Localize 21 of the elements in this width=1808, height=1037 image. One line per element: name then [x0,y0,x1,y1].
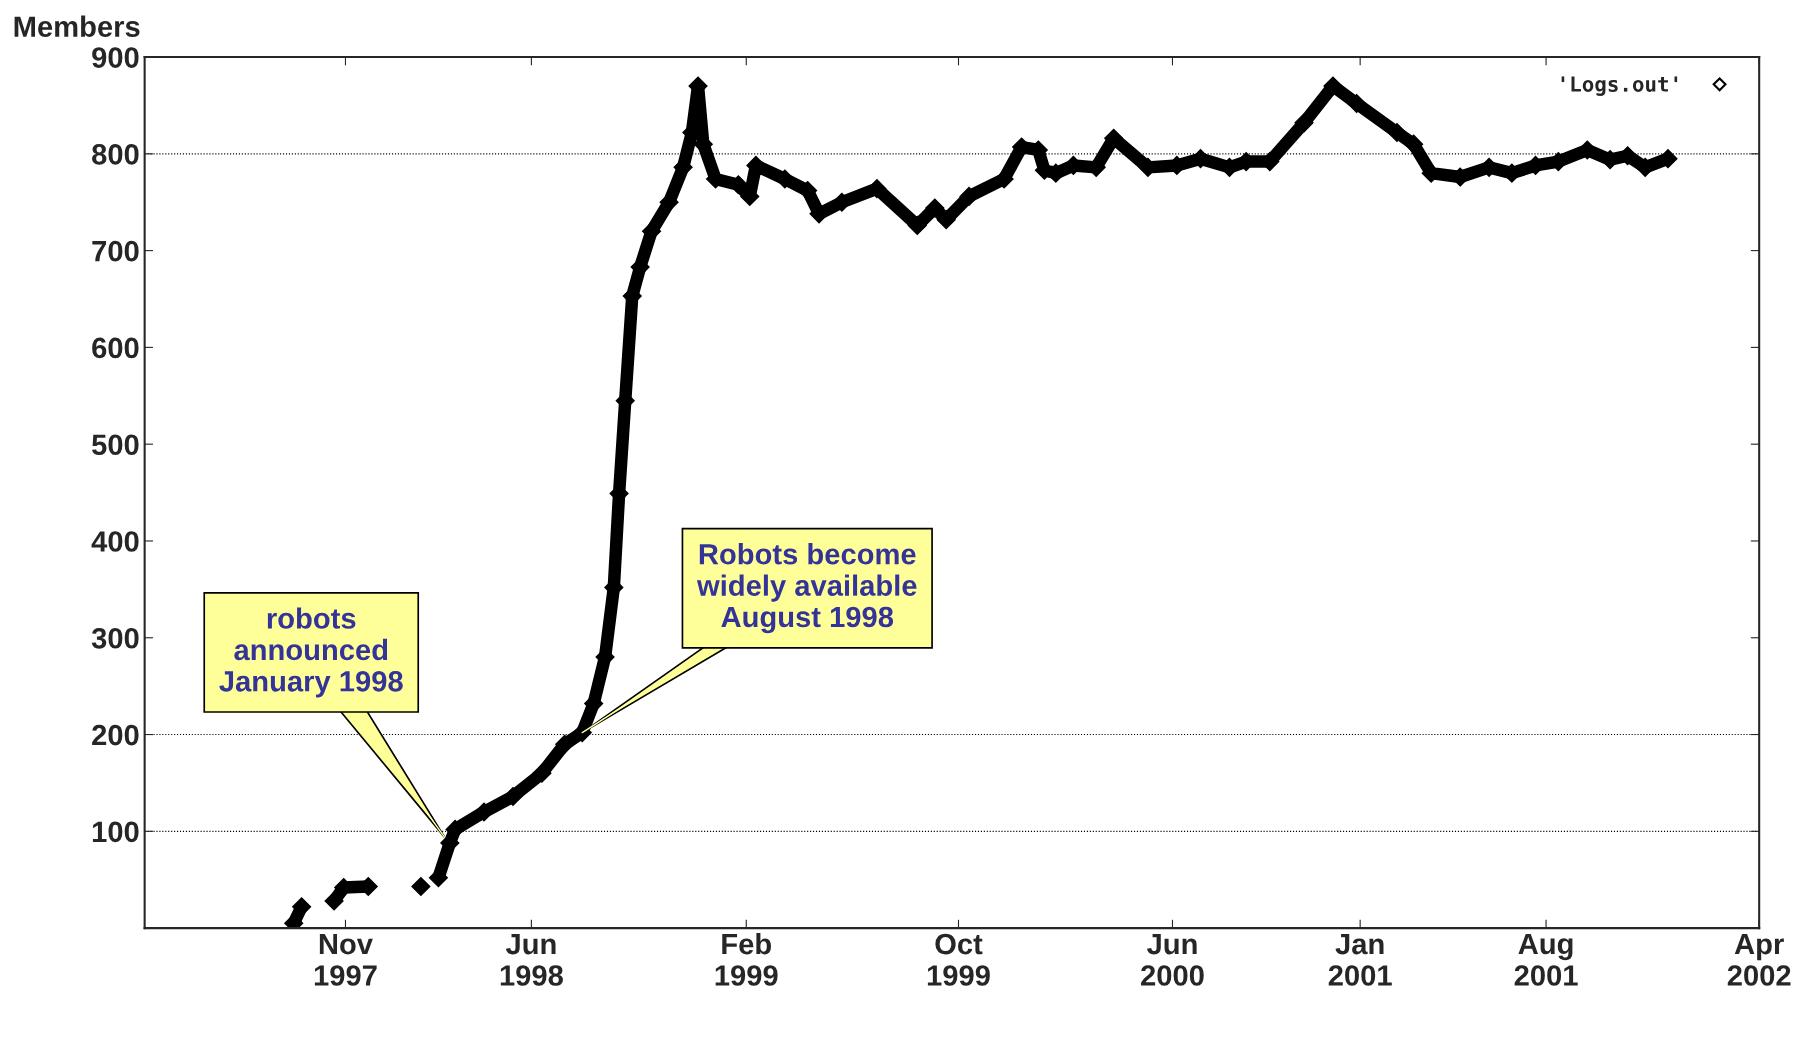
x-tick-label: Jun 2000 [1141,934,1204,986]
y-tick-label: 800 [92,144,139,165]
annotation: Robots become widely available August 1998 [696,543,917,634]
y-tick-label: 700 [92,240,139,262]
y-axis-title: Members [14,15,140,37]
x-tick-label: Jun 1998 [500,934,563,986]
legend-label: 'Logs.out' [1561,76,1678,96]
y-tick-label: 200 [92,724,139,746]
y-tick-label: 600 [92,337,139,359]
x-tick-label: Apr 2002 [1727,934,1791,986]
y-tick-label: 500 [92,434,139,456]
x-tick-label: Nov 1997 [314,934,377,986]
y-tick-label: 400 [91,531,139,552]
y-tick-label: 100 [92,821,139,843]
y-tick-label: 900 [92,47,139,68]
y-tick-label: 300 [91,627,139,649]
annotation: robots announced January 1998 [219,607,403,698]
x-tick-label: Aug 2001 [1514,933,1578,986]
x-tick-label: Feb 1999 [715,932,778,986]
x-tick-label: Jan 2001 [1328,934,1392,986]
x-tick-label: Oct 1999 [927,933,990,986]
